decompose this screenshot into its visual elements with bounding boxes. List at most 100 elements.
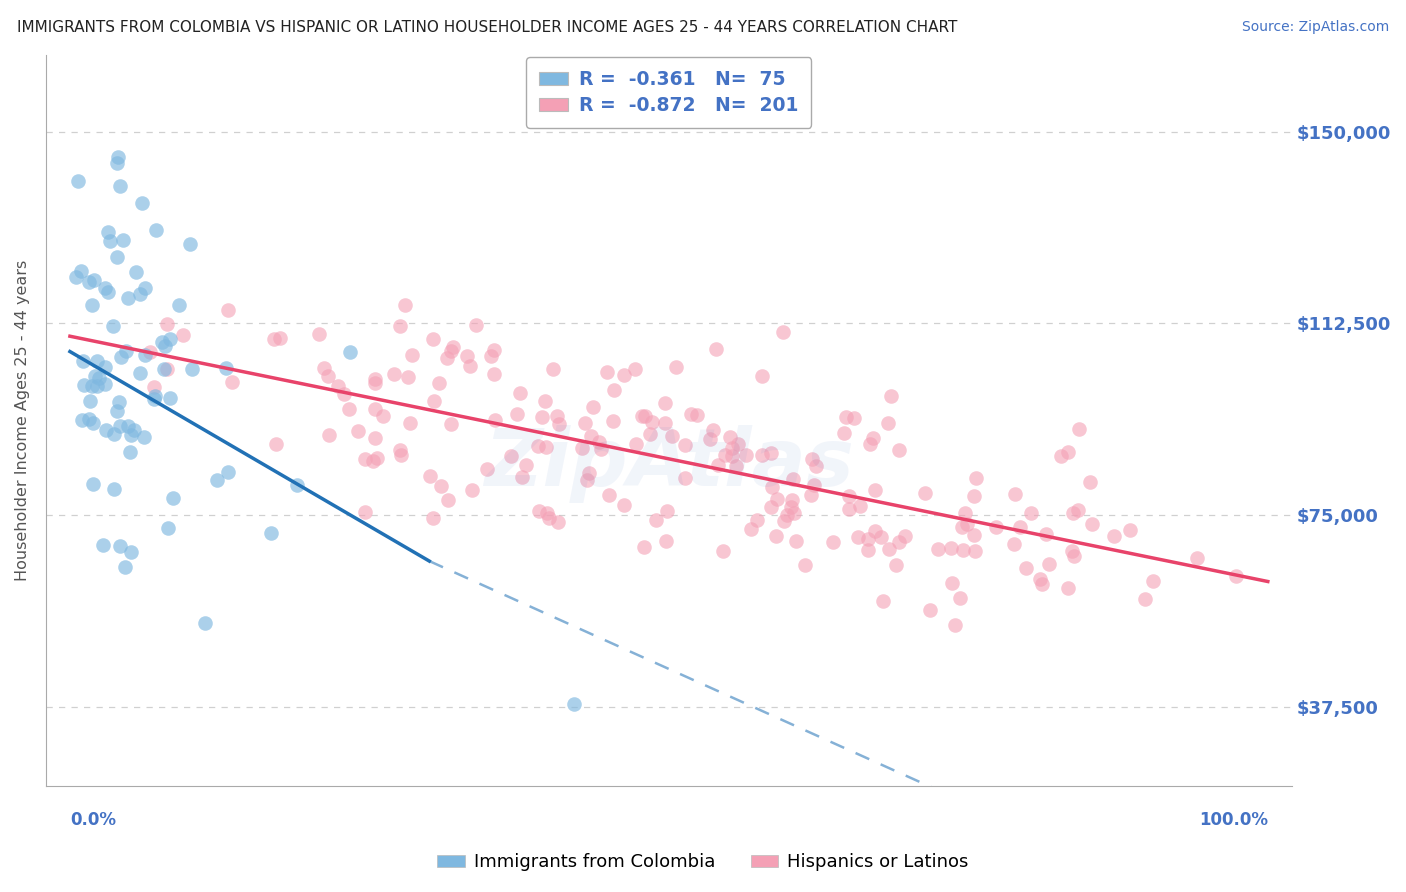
Point	[950, 520, 973, 534]
Point	[673, 438, 696, 452]
Point	[638, 427, 661, 442]
Point	[120, 428, 142, 442]
Point	[159, 392, 181, 406]
Point	[534, 394, 557, 409]
Point	[702, 423, 724, 437]
Point	[179, 237, 201, 252]
Point	[312, 360, 335, 375]
Point	[506, 407, 529, 421]
Point	[914, 486, 936, 500]
Point	[107, 395, 129, 409]
Point	[655, 534, 678, 549]
Point	[1004, 487, 1026, 501]
Y-axis label: Householder Income Ages 25 - 44 years: Householder Income Ages 25 - 44 years	[15, 260, 30, 582]
Point	[132, 430, 155, 444]
Point	[751, 368, 773, 383]
Point	[714, 448, 737, 462]
Point	[484, 413, 506, 427]
Point	[125, 265, 148, 279]
Point	[780, 492, 803, 507]
Point	[1002, 536, 1025, 550]
Point	[1008, 519, 1031, 533]
Point	[547, 516, 569, 530]
Point	[711, 544, 734, 558]
Point	[91, 538, 114, 552]
Point	[159, 332, 181, 346]
Point	[949, 591, 972, 605]
Point	[114, 343, 136, 358]
Point	[118, 444, 141, 458]
Point	[364, 372, 387, 386]
Point	[326, 379, 349, 393]
Point	[536, 507, 558, 521]
Point	[510, 469, 533, 483]
Point	[657, 504, 679, 518]
Point	[589, 442, 612, 457]
Point	[1062, 507, 1084, 521]
Point	[515, 458, 537, 472]
Point	[952, 542, 974, 557]
Point	[86, 378, 108, 392]
Point	[720, 441, 742, 455]
Point	[1133, 591, 1156, 606]
Point	[856, 542, 879, 557]
Point	[423, 393, 446, 408]
Point	[838, 489, 860, 503]
Point	[1142, 574, 1164, 589]
Point	[1118, 523, 1140, 537]
Point	[117, 418, 139, 433]
Point	[87, 371, 110, 385]
Point	[131, 196, 153, 211]
Point	[887, 443, 910, 458]
Point	[134, 281, 156, 295]
Point	[436, 351, 458, 365]
Point	[1038, 557, 1060, 571]
Point	[509, 385, 531, 400]
Point	[142, 392, 165, 407]
Point	[963, 489, 986, 503]
Point	[77, 275, 100, 289]
Point	[804, 458, 827, 473]
Point	[751, 448, 773, 462]
Point	[665, 360, 688, 375]
Point	[641, 416, 664, 430]
Point	[422, 332, 444, 346]
Point	[422, 511, 444, 525]
Point	[727, 436, 749, 450]
Point	[1057, 582, 1080, 596]
Point	[894, 529, 917, 543]
Point	[1225, 569, 1247, 583]
Point	[139, 345, 162, 359]
Point	[541, 361, 564, 376]
Point	[526, 439, 548, 453]
Point	[761, 446, 783, 460]
Point	[94, 359, 117, 374]
Point	[562, 697, 585, 711]
Point	[1185, 551, 1208, 566]
Point	[79, 393, 101, 408]
Point	[440, 344, 463, 359]
Point	[364, 431, 387, 445]
Point	[720, 449, 742, 463]
Point	[877, 541, 900, 556]
Point	[399, 416, 422, 430]
Point	[105, 250, 128, 264]
Point	[83, 273, 105, 287]
Point	[645, 512, 668, 526]
Point	[316, 369, 339, 384]
Point	[364, 376, 387, 390]
Point	[269, 331, 291, 345]
Point	[673, 471, 696, 485]
Point	[456, 349, 478, 363]
Point	[82, 477, 104, 491]
Point	[396, 369, 419, 384]
Point	[353, 451, 375, 466]
Point	[984, 520, 1007, 534]
Point	[110, 539, 132, 553]
Point	[67, 173, 90, 187]
Point	[846, 531, 869, 545]
Point	[72, 353, 94, 368]
Legend: R =  -0.361   N=  75, R =  -0.872   N=  201: R = -0.361 N= 75, R = -0.872 N= 201	[526, 57, 811, 128]
Point	[337, 401, 360, 416]
Point	[110, 351, 132, 365]
